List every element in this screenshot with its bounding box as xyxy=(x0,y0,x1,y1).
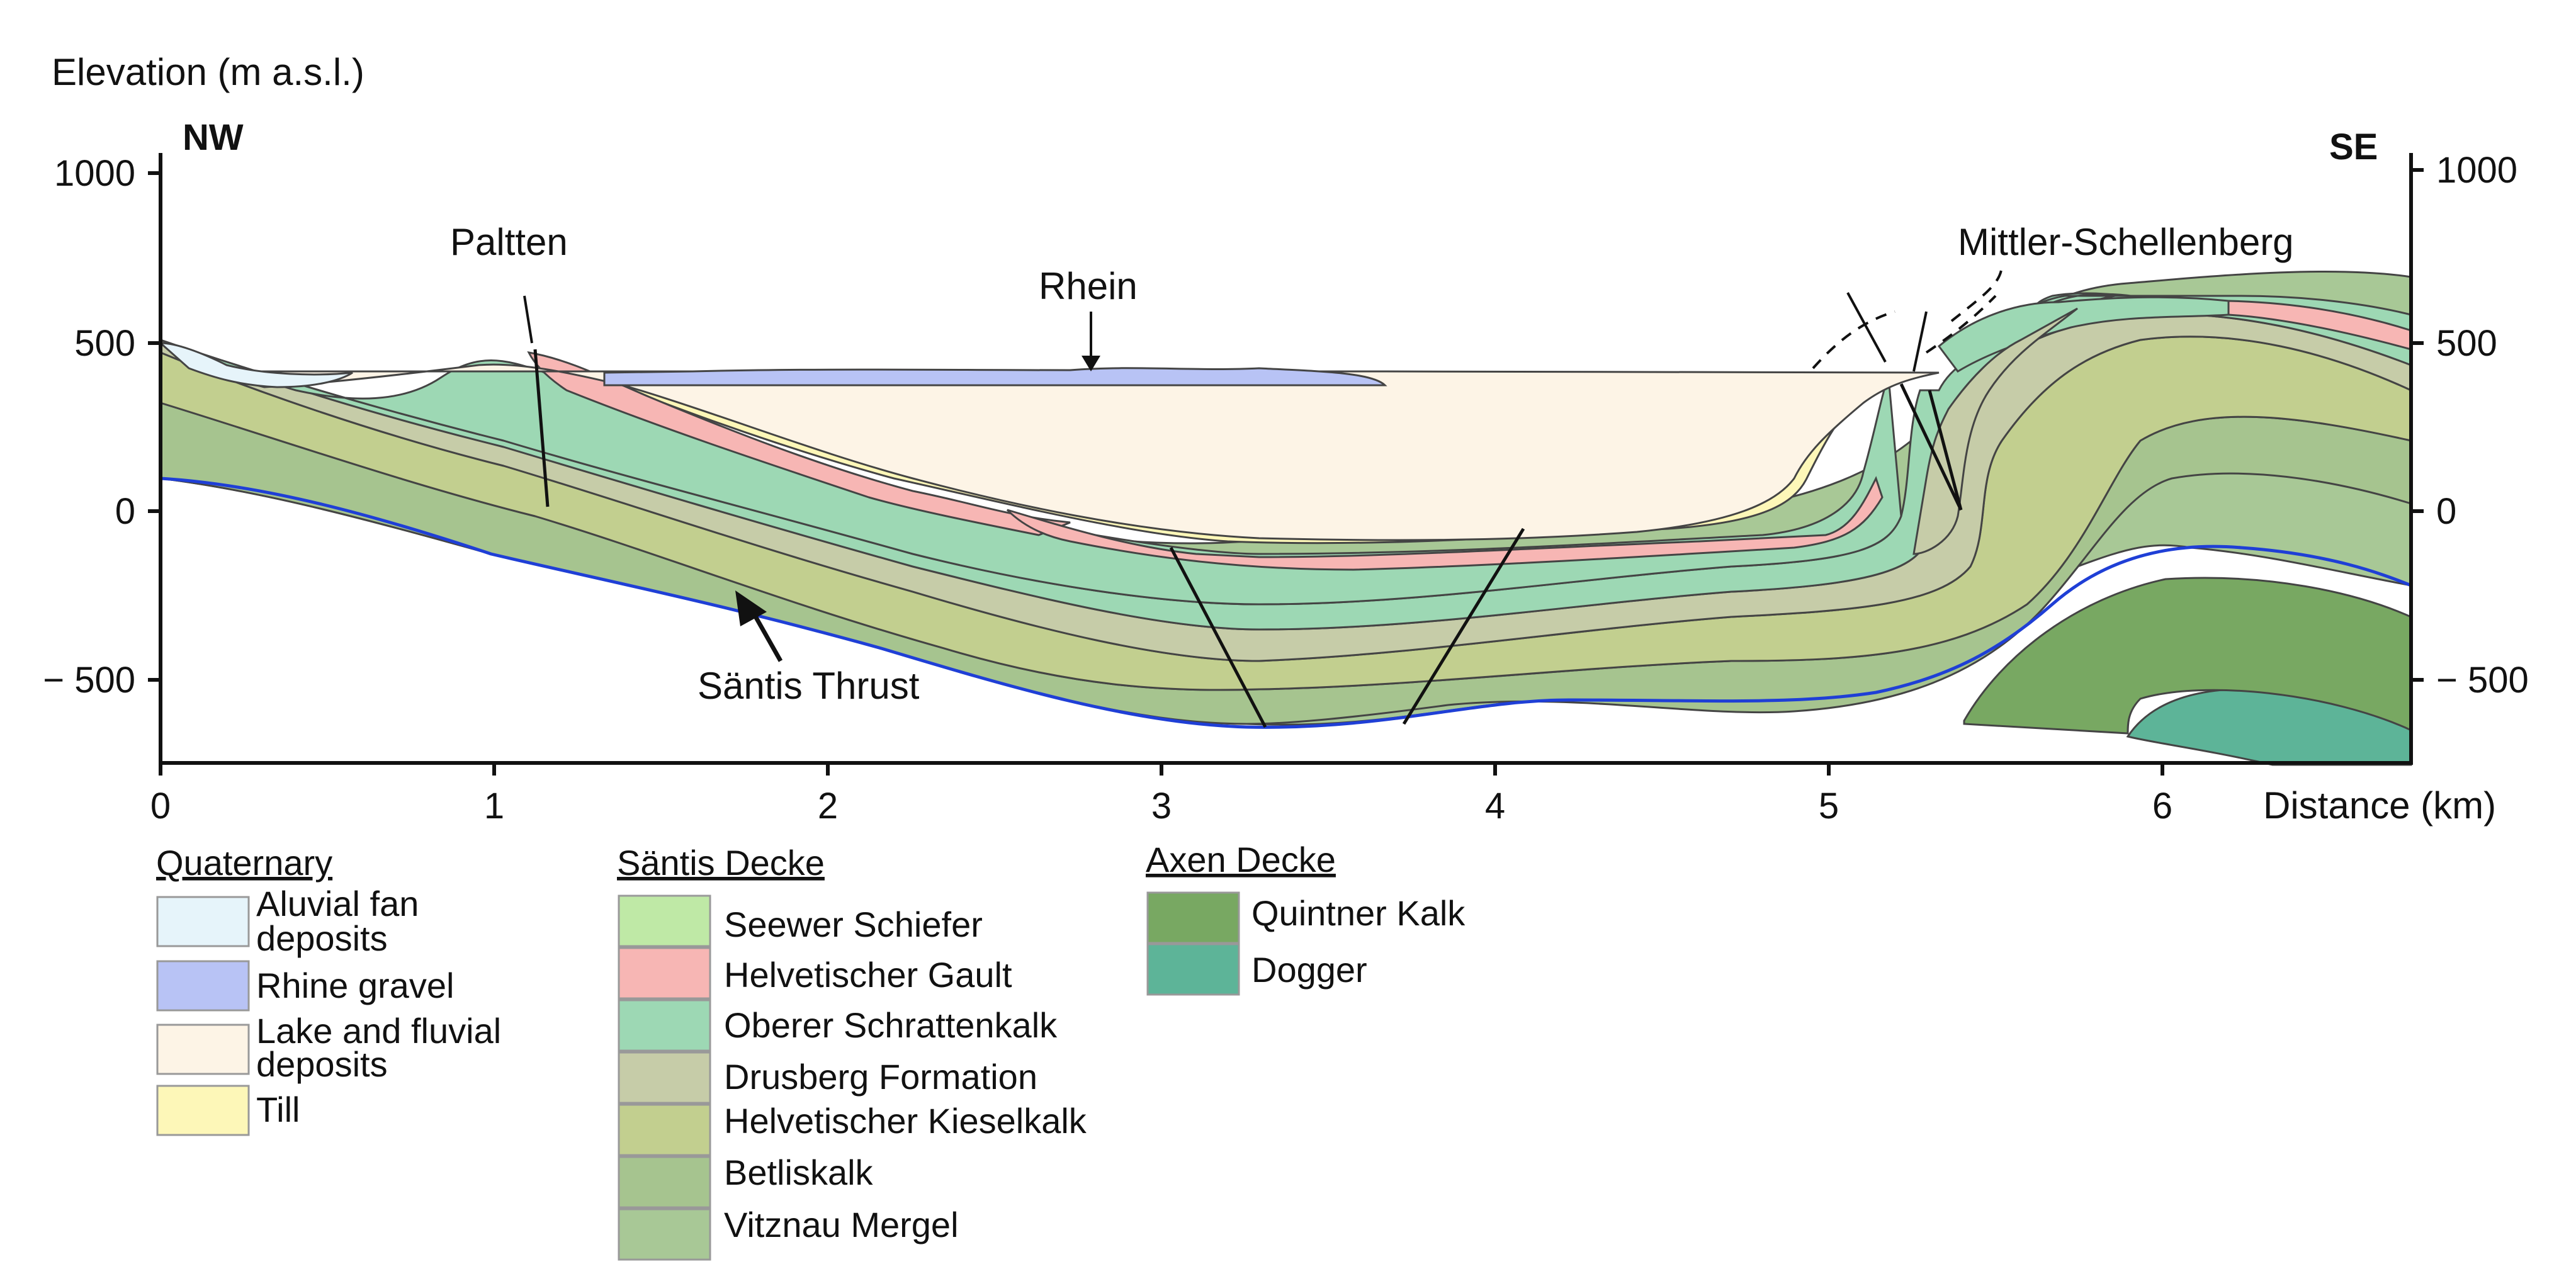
section-layers xyxy=(158,270,2412,766)
legend-dogger: Dogger xyxy=(1251,950,1367,990)
legend-lake-fluvial-line2: deposits xyxy=(256,1044,388,1084)
x-tick-6: 6 xyxy=(2152,786,2172,827)
layer-gault-lower xyxy=(1006,476,1884,571)
legend-axen-heading: Axen Decke xyxy=(1146,840,1336,879)
fault-paltten xyxy=(533,349,550,507)
legend-vitznau-mergel: Vitznau Mergel xyxy=(724,1205,959,1244)
label-paltten: Paltten xyxy=(450,221,568,263)
legend-axen: Axen Decke Quintner Kalk Dogger xyxy=(1146,840,1466,996)
legend-quaternary-heading: Quaternary xyxy=(156,843,332,883)
legend-lake-fluvial-line1: Lake and fluvial xyxy=(256,1011,501,1051)
x-tick-2: 2 xyxy=(818,786,838,827)
swatch-betliskalk xyxy=(618,1156,711,1209)
x-tick-0: 0 xyxy=(150,786,171,827)
label-mittler-schellenberg: Mittler-Schellenberg xyxy=(1958,221,2294,263)
x-tick-4: 4 xyxy=(1485,786,1505,827)
swatch-vitznau-mergel xyxy=(618,1208,711,1261)
fault-dashes xyxy=(1812,264,2003,370)
legend-oberer-schrattenkalk: Oberer Schrattenkalk xyxy=(724,1005,1058,1045)
y-tick-left-500: 500 xyxy=(74,323,135,364)
y-axis-title: Elevation (m a.s.l.) xyxy=(52,51,364,93)
legend-till: Till xyxy=(256,1090,300,1129)
fault-3km xyxy=(1169,546,1267,728)
swatch-helvetischer-kieselkalk xyxy=(618,1103,711,1156)
swatch-till xyxy=(156,1085,250,1136)
label-rhein: Rhein xyxy=(1039,265,1138,307)
swatch-oberer-schrattenkalk xyxy=(618,999,711,1052)
fault-mittler xyxy=(1899,383,1963,511)
swatch-drusberg-formation xyxy=(618,1051,711,1104)
legend-drusberg-formation: Drusberg Formation xyxy=(724,1057,1037,1097)
swatch-quintner-kalk xyxy=(1146,891,1240,944)
legend-alluvial-fan-line2: deposits xyxy=(256,918,388,958)
layer-alluvial-fan xyxy=(158,342,353,388)
direction-nw: NW xyxy=(183,117,244,158)
y-tick-right-0: 0 xyxy=(2436,491,2456,532)
legend-helvetischer-gault: Helvetischer Gault xyxy=(724,955,1012,995)
y-tick-right-1000: 1000 xyxy=(2436,150,2517,191)
swatch-helvetischer-gault xyxy=(618,947,711,1000)
layer-right-steep-drusberg xyxy=(1912,307,2078,555)
legend-betliskalk: Betliskalk xyxy=(724,1153,874,1192)
legend-rhine-gravel: Rhine gravel xyxy=(256,966,454,1005)
layer-quintner-kalk xyxy=(1963,577,2412,735)
label-santis-thrust: Säntis Thrust xyxy=(698,665,920,707)
legend-alluvial-fan-line1: Aluvial fan xyxy=(256,884,419,923)
fault-ticks xyxy=(523,292,1928,372)
swatch-seewer-schiefer xyxy=(618,894,711,947)
y-tick-right-500: 500 xyxy=(2436,323,2497,364)
x-tick-5: 5 xyxy=(1819,786,1839,827)
swatch-lake-fluvial xyxy=(156,1024,250,1075)
axes xyxy=(148,153,2424,776)
thrust-arrow-head xyxy=(735,590,767,626)
layer-lake-fluvial xyxy=(201,363,1940,541)
x-tick-3: 3 xyxy=(1151,786,1172,827)
y-tick-left-0: 0 xyxy=(115,491,135,532)
legend-seewer-schiefer: Seewer Schiefer xyxy=(724,905,983,944)
legend-quintner-kalk: Quintner Kalk xyxy=(1251,893,1466,933)
rhein-arrow-head xyxy=(1082,356,1100,371)
legend-santis: Säntis Decke Seewer Schiefer Helvetische… xyxy=(617,843,1087,1261)
legend-helvetischer-kieselkalk: Helvetischer Kieselkalk xyxy=(724,1101,1087,1141)
legend-quaternary: Quaternary Aluvial fan deposits Rhine gr… xyxy=(156,843,501,1136)
swatch-rhine-gravel xyxy=(156,960,250,1012)
santis-thrust-line xyxy=(160,477,2412,729)
fault-4km xyxy=(1402,528,1525,725)
x-tick-1: 1 xyxy=(484,786,504,827)
layer-rhine-gravel xyxy=(603,367,1387,387)
y-tick-right-minus500: − 500 xyxy=(2436,660,2529,701)
x-axis-title: Distance (km) xyxy=(2263,784,2496,827)
y-tick-left-1000: 1000 xyxy=(54,153,135,194)
faults xyxy=(533,349,1963,728)
swatch-dogger xyxy=(1146,943,1240,996)
legend-santis-heading: Säntis Decke xyxy=(617,843,825,883)
direction-se: SE xyxy=(2329,127,2378,167)
swatch-alluvial-fan xyxy=(156,896,250,947)
y-tick-left-minus500: − 500 xyxy=(43,660,135,701)
